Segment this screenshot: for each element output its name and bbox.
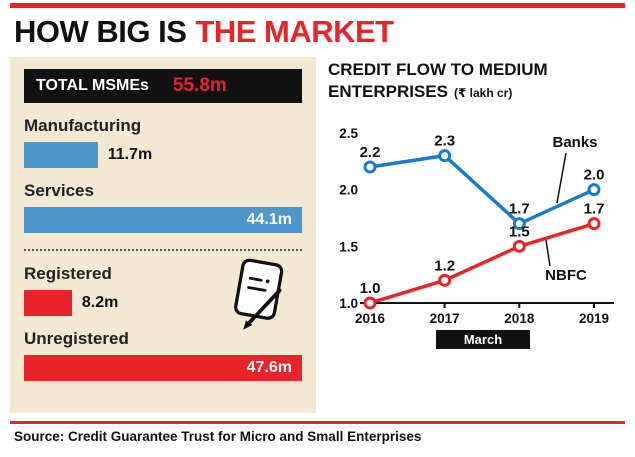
type-bars-group: Manufacturing 11.7m Services 44.1m (24, 116, 302, 233)
data-point (512, 217, 526, 231)
bar-row: 8.2m (24, 290, 302, 316)
bar-value: 44.1m (246, 211, 292, 228)
source-line: Source: Credit Guarantee Trust for Micro… (14, 429, 422, 444)
data-point (363, 160, 377, 174)
x-tick-label: 2017 (430, 311, 460, 326)
bar-group-unregistered: Unregistered 47.6m (24, 329, 302, 381)
bottom-rule (10, 421, 625, 424)
data-point (438, 149, 452, 163)
x-tick-label: 2016 (355, 311, 386, 326)
bar-group-registered: Registered 8.2m (24, 264, 302, 316)
data-point-label: 2.3 (434, 133, 455, 150)
data-point (438, 274, 452, 288)
msme-panel: TOTAL MSMEs 55.8m Manufacturing 11.7m Serv… (10, 57, 316, 413)
registration-bars-group: Registered 8.2m Unregistered 47.6m (24, 264, 302, 381)
chart-title: CREDIT FLOW TO MEDIUM ENTERPRISES (₹ lakh… (328, 59, 620, 103)
bar-group-manufacturing: Manufacturing 11.7m (24, 116, 302, 168)
bar-value: 11.7m (107, 146, 153, 163)
content: TOTAL MSMEs 55.8m Manufacturing 11.7m Serv… (10, 57, 625, 413)
y-tick-label: 1.5 (339, 240, 358, 255)
data-point-label: 2.0 (584, 167, 605, 184)
bar-row: 47.6m (24, 355, 302, 381)
bar-label: Registered (24, 264, 112, 283)
total-msme-value: 55.8m (172, 75, 227, 96)
bar-label: Unregistered (24, 329, 129, 348)
nbfc-annotation: NBFC (545, 267, 587, 284)
bar: 44.1m (24, 207, 302, 233)
total-msme-box: TOTAL MSMEs 55.8m (24, 69, 302, 103)
y-tick-label: 1.0 (339, 296, 358, 311)
title-red: THE MARKET (195, 14, 394, 49)
x-axis-label: March (464, 332, 502, 347)
banks-annotation: Banks (552, 134, 597, 151)
y-tick-label: 2.0 (339, 183, 358, 198)
march-box (436, 330, 530, 350)
bar-label: Manufacturing (24, 116, 142, 135)
data-point-label: 1.5 (509, 224, 530, 241)
title-black: HOW BIG IS (14, 14, 187, 49)
data-point (512, 240, 526, 254)
y-tick-label: 2.5 (339, 126, 358, 141)
data-point-label: 1.7 (584, 201, 605, 218)
banks-leader-line (556, 153, 567, 204)
data-point (587, 183, 601, 197)
series-line-banks (369, 153, 595, 226)
x-tick-label: 2019 (579, 311, 609, 326)
data-point-label: 2.2 (360, 144, 381, 161)
top-rule (10, 3, 625, 8)
bar (24, 290, 72, 316)
infographic: HOW BIG IS THE MARKET TOTAL MSMEs 55.8m M… (0, 3, 635, 457)
chart-unit: (₹ lakh cr) (453, 86, 513, 101)
series-line-nbfc (369, 222, 595, 305)
bar: 47.6m (24, 355, 302, 381)
bar-row: 44.1m (24, 207, 302, 233)
dotted-divider (24, 249, 302, 251)
document-pen-icon (234, 258, 284, 330)
data-point-label: 1.7 (509, 201, 530, 218)
page-title: HOW BIG IS THE MARKET (14, 14, 625, 50)
data-point (363, 296, 377, 310)
nbfc-leader-line (545, 240, 551, 267)
credit-flow-line-chart: 1.0 1.5 2.0 2.5 2016 2017 2018 2019 March 2.2 2.3 1… (339, 126, 614, 350)
bar-value: 47.6m (246, 359, 292, 376)
data-point-label: 1.2 (434, 258, 455, 275)
data-point (587, 217, 601, 231)
bar-value: 8.2m (81, 294, 119, 311)
x-tick-label: 2018 (504, 311, 535, 326)
bar-label: Services (24, 181, 94, 200)
data-point-label: 1.0 (360, 280, 381, 297)
credit-flow-panel: CREDIT FLOW TO MEDIUM ENTERPRISES (₹ lakh… (328, 57, 625, 413)
bar (24, 142, 98, 168)
bar-group-services: Services 44.1m (24, 181, 302, 233)
bar-row: 11.7m (24, 142, 302, 168)
total-msme-label: TOTAL MSMEs (36, 77, 149, 94)
chart-title-text: CREDIT FLOW TO MEDIUM ENTERPRISES (328, 60, 548, 102)
